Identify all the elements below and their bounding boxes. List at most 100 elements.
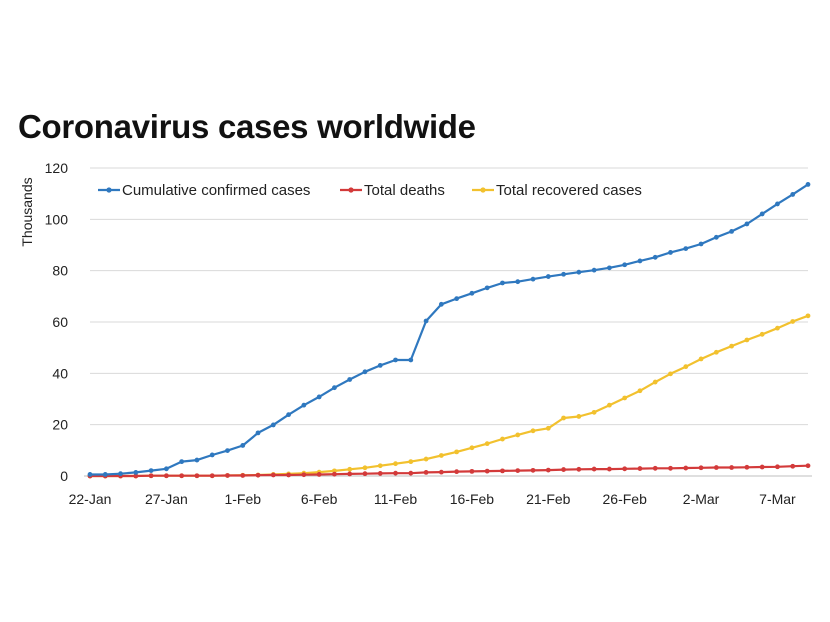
data-point <box>698 465 704 471</box>
data-point <box>622 395 628 401</box>
chart-title: Coronavirus cases worldwide <box>18 108 476 145</box>
data-point <box>500 436 505 442</box>
data-point <box>240 443 246 448</box>
data-point <box>393 357 398 363</box>
data-point <box>408 470 414 476</box>
legend-marker <box>106 187 112 193</box>
data-point <box>545 467 551 473</box>
y-tick-label: 100 <box>45 211 69 227</box>
data-point <box>668 371 673 377</box>
data-point <box>469 468 475 474</box>
data-point <box>729 228 735 234</box>
data-point <box>377 471 383 476</box>
data-point <box>118 471 123 477</box>
data-point <box>652 254 658 260</box>
data-point <box>729 343 735 349</box>
x-tick-label: 27-Jan <box>145 491 188 507</box>
data-point <box>484 441 490 447</box>
data-point <box>576 466 582 472</box>
x-tick-label: 26-Feb <box>603 491 648 507</box>
legend-item: Cumulative confirmed cases <box>98 182 310 199</box>
data-point <box>454 449 460 455</box>
data-point <box>698 356 704 362</box>
data-point <box>561 271 566 277</box>
data-point <box>179 473 185 479</box>
data-point <box>347 471 353 477</box>
x-tick-label: 1-Feb <box>224 491 261 507</box>
data-point <box>225 448 230 453</box>
data-point <box>194 457 200 463</box>
series-line-cumulative-confirmed-cases <box>90 183 809 476</box>
data-point <box>438 301 444 307</box>
data-point <box>362 471 368 477</box>
data-point <box>576 414 582 419</box>
series-group <box>87 182 811 479</box>
data-point <box>805 313 811 319</box>
series-line-total-deaths <box>90 464 809 478</box>
data-point <box>744 337 750 343</box>
data-point <box>576 269 582 275</box>
x-tick-label: 6-Feb <box>301 491 338 507</box>
x-tick-label: 22-Jan <box>69 491 112 507</box>
data-point <box>438 453 444 458</box>
data-point <box>87 472 93 477</box>
data-point <box>454 469 460 475</box>
data-point <box>163 466 169 472</box>
data-point <box>377 362 383 368</box>
data-point <box>102 472 108 477</box>
legend: Cumulative confirmed cases Total deaths To… <box>98 182 642 199</box>
data-point <box>729 465 735 470</box>
data-point <box>347 466 353 472</box>
data-point <box>652 465 658 471</box>
data-point <box>591 466 597 472</box>
data-point <box>713 349 719 355</box>
data-point <box>805 182 811 187</box>
legend-label: Total deaths <box>364 182 445 199</box>
data-point <box>148 473 154 479</box>
series-cumulative-confirmed-cases <box>87 182 811 477</box>
data-point <box>500 468 505 474</box>
data-point <box>545 425 551 431</box>
data-point <box>622 262 628 268</box>
data-point <box>209 452 215 458</box>
legend-item: Total recovered cases <box>472 182 642 199</box>
data-point <box>286 472 291 478</box>
legend-label: Cumulative confirmed cases <box>122 182 310 199</box>
data-point <box>301 472 307 478</box>
data-point <box>545 274 551 279</box>
data-point <box>469 445 475 451</box>
series-total-deaths <box>87 463 811 479</box>
data-point <box>683 465 689 471</box>
data-point <box>393 461 398 467</box>
data-point <box>148 468 154 474</box>
data-point <box>408 357 414 363</box>
data-point <box>469 290 475 296</box>
data-point <box>775 464 780 470</box>
data-point <box>332 471 337 477</box>
data-point <box>423 318 429 324</box>
data-point <box>500 280 505 286</box>
series-total-recovered-cases <box>87 313 811 479</box>
data-point <box>713 465 719 470</box>
data-point <box>255 472 261 478</box>
data-point <box>316 394 322 400</box>
data-point <box>775 325 780 331</box>
data-point <box>163 473 169 479</box>
data-point <box>423 456 429 462</box>
data-point <box>637 388 643 394</box>
data-point <box>332 468 337 474</box>
y-tick-label: 0 <box>60 468 68 484</box>
x-tick-label: 2-Mar <box>683 491 720 507</box>
y-tick-label: 40 <box>52 365 68 381</box>
data-point <box>225 473 230 478</box>
x-tick-label: 21-Feb <box>526 491 571 507</box>
data-point <box>607 466 612 472</box>
data-point <box>744 464 750 470</box>
data-point <box>179 459 185 465</box>
y-axis-ticks: 0 20 40 60 80 100 120 <box>45 160 69 484</box>
data-point <box>530 276 536 282</box>
data-point <box>270 422 276 428</box>
data-point <box>484 468 490 474</box>
y-tick-label: 20 <box>52 417 68 433</box>
data-point <box>591 267 597 273</box>
